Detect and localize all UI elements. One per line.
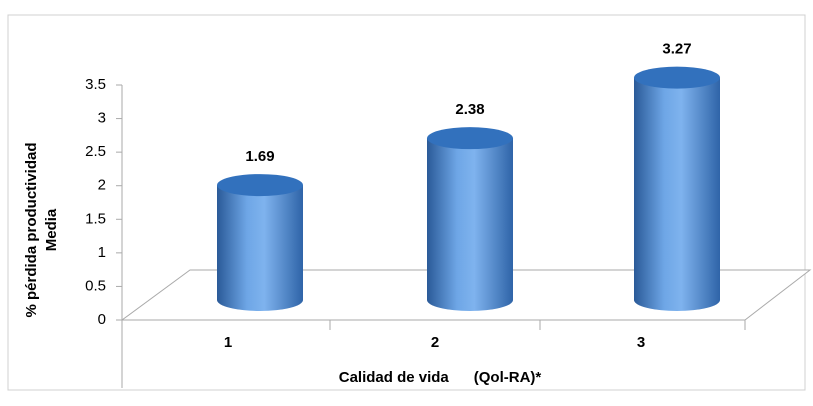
value-label: 1.69 [245, 148, 274, 165]
y-tick-label: 2.5 [85, 143, 106, 160]
y-tick-label: 2 [98, 177, 106, 194]
x-tick-label: 1 [224, 334, 232, 351]
chart-border [7, 14, 806, 391]
cylinder-body [217, 185, 303, 311]
y-tick-label: 3 [98, 110, 106, 127]
x-tick-label: 3 [637, 334, 645, 351]
cylinder-top [427, 127, 513, 150]
value-label: 3.27 [662, 41, 691, 58]
y-tick-label: 3.5 [85, 76, 106, 93]
y-axis-title: Media [43, 208, 60, 251]
cylinder-top [217, 174, 303, 197]
x-axis-title: Calidad de vida (Qol-RA)* [339, 369, 542, 386]
y-tick-label: 0 [98, 311, 106, 328]
x-tick-label: 2 [431, 334, 439, 351]
cylinder-body [634, 77, 720, 311]
bar [427, 127, 513, 311]
value-label: 2.38 [455, 101, 484, 118]
bar [634, 66, 720, 311]
y-tick-label: 0.5 [85, 277, 106, 294]
y-axis-title: % pérdida productividad [23, 142, 40, 317]
cylinder-top [634, 66, 720, 89]
y-tick-label: 1 [98, 244, 106, 261]
cylinder-body [427, 138, 513, 311]
y-tick-label: 1.5 [85, 210, 106, 227]
bar [217, 174, 303, 311]
